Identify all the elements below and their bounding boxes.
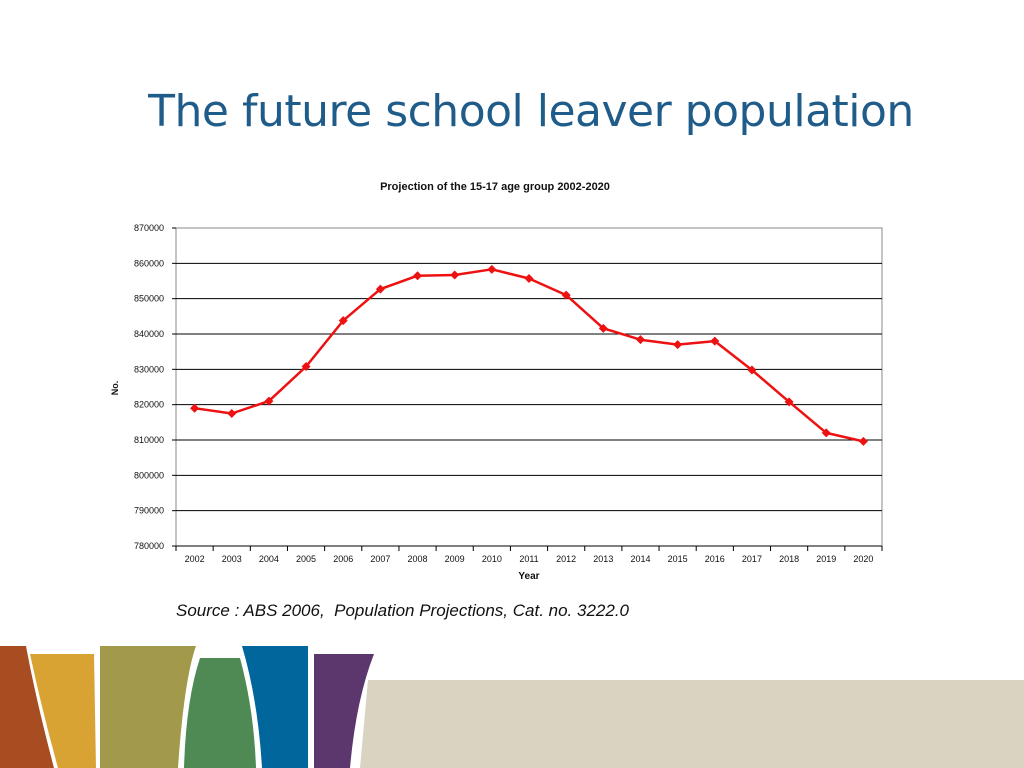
chart-title: Projection of the 15-17 age group 2002-2… — [380, 181, 610, 193]
footer-stripe — [100, 646, 196, 768]
y-tick-label: 830000 — [134, 364, 164, 374]
x-tick-label: 2012 — [556, 554, 576, 564]
source-note: Source : ABS 2006, Population Projection… — [176, 601, 629, 621]
plot-area: 780000 790000 800000 810000 820000 830000 8400… — [134, 223, 882, 564]
x-tick-label: 2013 — [593, 554, 613, 564]
x-tick-label: 2010 — [482, 554, 502, 564]
x-tick-label: 2009 — [445, 554, 465, 564]
x-tick-label: 2002 — [185, 554, 205, 564]
y-tick-label: 870000 — [134, 223, 164, 233]
y-tick-label: 780000 — [134, 541, 164, 551]
y-tick-label: 840000 — [134, 329, 164, 339]
x-tick-label: 2017 — [742, 554, 762, 564]
x-tick-label: 2005 — [296, 554, 316, 564]
x-tick-label: 2015 — [668, 554, 688, 564]
x-tick-label: 2020 — [853, 554, 873, 564]
x-tick-label: 2011 — [519, 554, 538, 564]
x-tick-label: 2008 — [408, 554, 428, 564]
x-tick-label: 2006 — [333, 554, 353, 564]
x-tick-label: 2019 — [816, 554, 836, 564]
y-tick-label: 810000 — [134, 435, 164, 445]
y-tick-label: 850000 — [134, 294, 164, 304]
x-tick-label: 2018 — [779, 554, 799, 564]
slide-title: The future school leaver population — [0, 86, 1024, 137]
x-tick-label: 2004 — [259, 554, 279, 564]
line-chart: Projection of the 15-17 age group 2002-2… — [100, 170, 900, 590]
x-tick-label: 2007 — [370, 554, 390, 564]
x-tick-label: 2003 — [222, 554, 242, 564]
x-axis-label: Year — [518, 571, 539, 582]
y-tick-label: 820000 — [134, 400, 164, 410]
y-tick-label: 800000 — [134, 470, 164, 480]
y-tick-label: 860000 — [134, 258, 164, 268]
y-axis-label: No. — [110, 381, 120, 396]
x-tick-label: 2014 — [630, 554, 650, 564]
x-tick-label: 2016 — [705, 554, 725, 564]
footer-stripe — [184, 658, 256, 768]
y-tick-label: 790000 — [134, 506, 164, 516]
footer-decoration — [0, 640, 1024, 768]
footer-band — [360, 680, 1024, 768]
